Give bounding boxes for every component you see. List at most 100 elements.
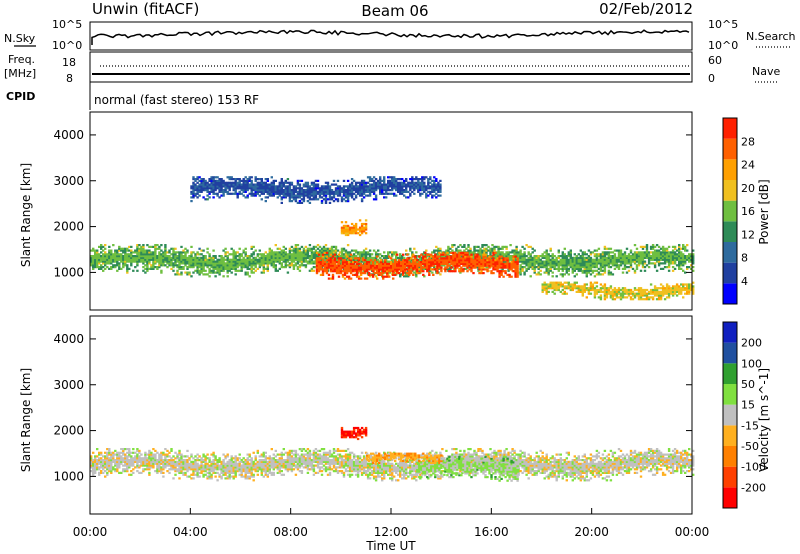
- range-gate-cell: [242, 251, 245, 254]
- range-gate-cell: [298, 247, 302, 250]
- range-gate-cell: [230, 271, 233, 274]
- range-gate-cell: [270, 260, 273, 263]
- range-gate-cell: [412, 273, 415, 276]
- range-gate-cell: [124, 260, 127, 263]
- range-gate-cell: [98, 253, 101, 256]
- range-gate-cell: [593, 296, 597, 299]
- range-gate-cell: [627, 269, 631, 272]
- range-gate-cell: [254, 256, 257, 259]
- range-gate-cell: [100, 245, 103, 248]
- range-gate-cell: [200, 258, 203, 261]
- range-gate-cell: [314, 255, 318, 258]
- range-gate-cell: [238, 258, 241, 261]
- range-gate-cell: [643, 260, 647, 263]
- range-gate-cell: [214, 260, 217, 263]
- range-gate-cell: [168, 255, 171, 258]
- range-gate-cell: [192, 251, 195, 254]
- range-gate-cell: [188, 273, 191, 276]
- noise-tick-right-bottom: 10^0: [708, 39, 738, 52]
- range-gate-cell: [230, 262, 233, 265]
- range-gate-cell: [206, 247, 209, 250]
- range-gate-cell: [202, 264, 205, 267]
- range-gate-cell: [274, 258, 277, 261]
- range-gate-cell: [228, 258, 231, 261]
- range-gate-cell: [362, 253, 366, 256]
- range-gate-cell: [276, 256, 279, 259]
- range-gate-cell: [190, 256, 193, 259]
- range-gate-cell: [366, 251, 370, 254]
- range-gate-cell: [184, 264, 187, 267]
- range-gate-cell: [212, 249, 215, 252]
- range-gate-cell: [118, 264, 121, 267]
- range-gate-cell: [136, 251, 139, 254]
- range-gate-cell: [164, 253, 167, 256]
- range-gate-cell: [166, 251, 169, 254]
- range-gate-cell: [122, 258, 125, 261]
- range-gate-cell: [196, 256, 199, 259]
- range-gate-cell: [142, 258, 145, 261]
- range-gate-cell: [252, 256, 255, 259]
- nave-tick-bottom: 0: [708, 72, 715, 85]
- range-gate-cell: [246, 260, 249, 263]
- range-gate-cell: [146, 258, 149, 261]
- range-gate-cell: [242, 260, 245, 263]
- range-gate-cell: [298, 251, 302, 254]
- range-gate-cell: [529, 253, 532, 256]
- range-gate-cell: [318, 251, 322, 254]
- range-gate-cell: [545, 249, 548, 252]
- range-gate-cell: [100, 251, 103, 254]
- range-gate-cell: [96, 258, 99, 261]
- range-gate-cell: [318, 255, 322, 258]
- range-gate-cell: [280, 201, 283, 204]
- range-gate-cell: [212, 266, 215, 269]
- range-gate-cell: [126, 258, 129, 261]
- range-gate-cell: [419, 258, 422, 261]
- range-gate-cell: [182, 256, 185, 259]
- range-gate-cell: [337, 275, 341, 278]
- range-gate-cell: [210, 260, 213, 263]
- range-gate-cell: [619, 249, 623, 252]
- range-gate-cell: [266, 262, 269, 265]
- range-gate-cell: [363, 272, 367, 275]
- range-gate-cell: [364, 224, 368, 227]
- range-gate-cell: [466, 251, 469, 254]
- range-gate-cell: [222, 269, 225, 272]
- range-gate-cell: [302, 198, 306, 201]
- range-gate-cell: [218, 262, 221, 265]
- range-gate-cell: [308, 244, 312, 247]
- range-gate-cell: [380, 259, 383, 262]
- range-gate-cell: [344, 256, 348, 259]
- range-gate-cell: [226, 262, 229, 265]
- range-gate-cell: [248, 260, 251, 263]
- range-gate-cell: [116, 260, 119, 263]
- range-gate-cell: [342, 256, 346, 259]
- range-gate-cell: [286, 256, 290, 259]
- range-gate-cell: [423, 181, 426, 184]
- range-gate-cell: [352, 198, 356, 201]
- range-gate-cell: [575, 281, 578, 284]
- range-gate-cell: [220, 262, 223, 265]
- range-gate-cell: [236, 262, 239, 265]
- range-gate-cell: [206, 251, 209, 254]
- range-gate-cell: [234, 273, 237, 276]
- range-gate-cell: [126, 255, 129, 258]
- range-gate-cell: [180, 267, 183, 270]
- range-gate-cell: [204, 258, 207, 261]
- range-gate-cell: [152, 260, 155, 263]
- range-gate-cell: [110, 255, 113, 258]
- range-gate-cell: [372, 249, 376, 252]
- range-gate-cell: [234, 266, 237, 269]
- range-gate-cell: [106, 266, 109, 269]
- range-gate-cell: [146, 266, 149, 269]
- range-gate-cell: [160, 255, 163, 258]
- range-gate-cell: [230, 264, 233, 267]
- range-gate-cell: [220, 255, 223, 258]
- range-gate-cell: [246, 264, 249, 267]
- range-gate-cell: [208, 260, 211, 263]
- range-gate-cell: [102, 266, 105, 269]
- range-gate-cell: [396, 253, 399, 256]
- range-gate-cell: [158, 251, 161, 254]
- range-gate-cell: [112, 264, 115, 267]
- range-gate-cell: [675, 249, 679, 252]
- range-gate-cell: [106, 262, 109, 265]
